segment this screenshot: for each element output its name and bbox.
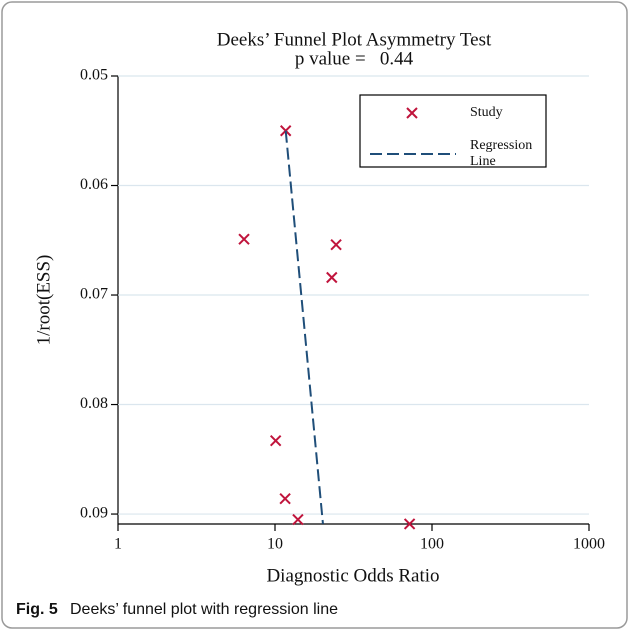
study-point <box>238 233 250 245</box>
x-tick-label: 10 <box>267 536 283 553</box>
study-point <box>326 271 338 284</box>
legend-marker <box>406 107 418 119</box>
legend-box <box>359 94 547 168</box>
study-point <box>403 518 416 530</box>
y-tick-label: 0.07 <box>80 286 108 303</box>
chart-subtitle: p value = 0.44 <box>295 48 414 69</box>
caption-text: Deeks’ funnel plot with regression line <box>70 601 338 618</box>
y-tick-label: 0.09 <box>80 505 108 522</box>
study-point <box>330 238 342 251</box>
y-axis-label: 1/root(ESS) <box>33 255 54 346</box>
study-point <box>269 434 282 447</box>
caption-label: Fig. 5 <box>16 601 58 618</box>
legend-label: Study <box>470 105 503 120</box>
regression-line <box>284 130 324 524</box>
chart-title: Deeks’ Funnel Plot Asymmetry Test <box>217 29 492 50</box>
y-tick-label: 0.06 <box>80 176 108 193</box>
x-tick-label: 1 <box>114 536 122 553</box>
study-point <box>279 125 292 137</box>
x-tick-label: 1000 <box>573 536 605 553</box>
y-tick-label: 0.05 <box>80 67 108 84</box>
legend-label: Regression Line <box>470 138 536 169</box>
study-point <box>279 493 291 505</box>
x-tick-label: 100 <box>420 536 444 553</box>
study-point <box>292 513 304 526</box>
y-tick-label: 0.08 <box>80 395 108 412</box>
x-axis-label: Diagnostic Odds Ratio <box>266 565 439 586</box>
